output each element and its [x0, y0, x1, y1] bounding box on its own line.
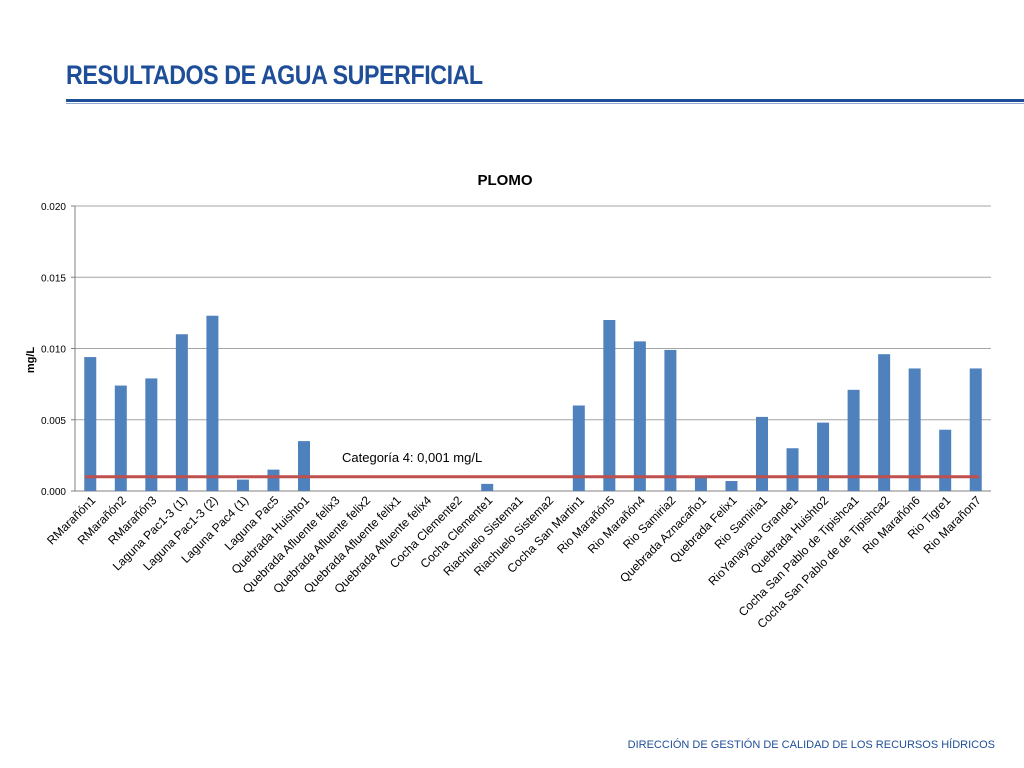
bar: [786, 448, 799, 491]
y-axis-label: mg/L: [25, 347, 37, 374]
bar: [756, 416, 768, 491]
title-underline: [66, 99, 1024, 102]
footer-text: DIRECCIÓN DE GESTIÓN DE CALIDAD DE LOS R…: [627, 739, 995, 751]
slide-title: RESULTADOS DE AGUA SUPERFICIAL: [66, 60, 483, 90]
bar: [572, 405, 585, 491]
bar: [939, 429, 952, 491]
y-tick-label: 0.005: [41, 416, 66, 427]
bar: [206, 315, 219, 491]
y-tick-label: 0.010: [41, 345, 66, 356]
y-tick-label: 0.000: [41, 487, 66, 498]
chart-title: PLOMO: [478, 172, 533, 189]
bar: [175, 334, 188, 491]
gridlines: [71, 205, 991, 492]
bar: [694, 476, 707, 491]
bars: [84, 315, 982, 491]
bar: [481, 483, 494, 491]
title-underline-thin: [66, 103, 1024, 104]
y-tick-label: 0.020: [41, 202, 66, 213]
bar: [603, 320, 616, 491]
bar: [633, 341, 646, 491]
bar: [817, 422, 830, 491]
lead-bar-chart: PLOMO mg/L 0.000 0.005 0.010 0.015 0.020 Cat…: [25, 172, 991, 631]
threshold: Categoría 4: 0,001 mg/L: [85, 450, 979, 479]
bar: [908, 368, 921, 491]
bar: [878, 354, 891, 491]
bar: [969, 368, 982, 491]
bar: [267, 469, 280, 491]
bar: [298, 441, 310, 491]
bar: [236, 479, 249, 491]
threshold-label: Categoría 4: 0,001 mg/L: [342, 450, 482, 465]
y-tick-labels: 0.000 0.005 0.010 0.015 0.020: [41, 202, 66, 498]
bar: [145, 378, 158, 491]
bar: [114, 385, 127, 491]
bar: [847, 389, 860, 491]
bar: [664, 349, 677, 491]
bar: [84, 357, 97, 491]
y-tick-label: 0.015: [41, 273, 66, 284]
bar: [725, 481, 738, 491]
